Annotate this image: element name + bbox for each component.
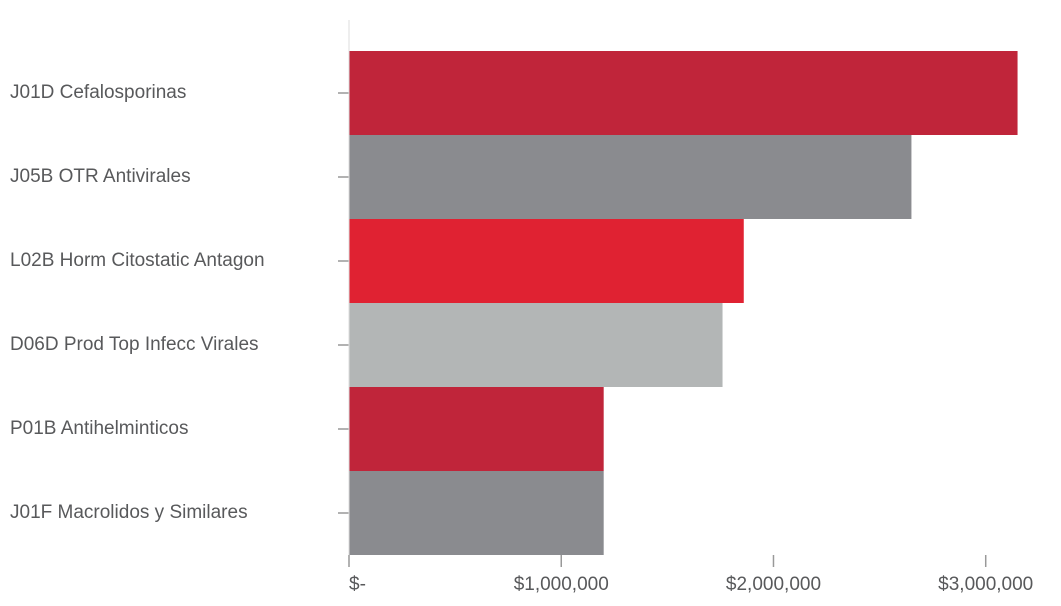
y-tick-label: J01F Macrolidos y Similares xyxy=(10,502,248,523)
x-tick-label: $2,000,000 xyxy=(726,574,821,595)
y-tick-label: L02B Horm Citostatic Antagon xyxy=(10,250,265,271)
x-tick-label: $3,000,000 xyxy=(938,574,1033,595)
y-tick-label: P01B Antihelminticos xyxy=(10,418,189,439)
y-tick-label: J05B OTR Antivirales xyxy=(10,166,191,187)
x-tick-label: $- xyxy=(349,574,366,595)
bar xyxy=(349,471,604,555)
bar xyxy=(349,387,604,471)
bar xyxy=(349,51,1018,135)
y-tick-label: D06D Prod Top Infecc Virales xyxy=(10,334,259,355)
y-tick-label: J01D Cefalosporinas xyxy=(10,82,186,103)
bar xyxy=(349,303,723,387)
bar xyxy=(349,219,744,303)
bar xyxy=(349,135,912,219)
x-tick-label: $1,000,000 xyxy=(514,574,609,595)
